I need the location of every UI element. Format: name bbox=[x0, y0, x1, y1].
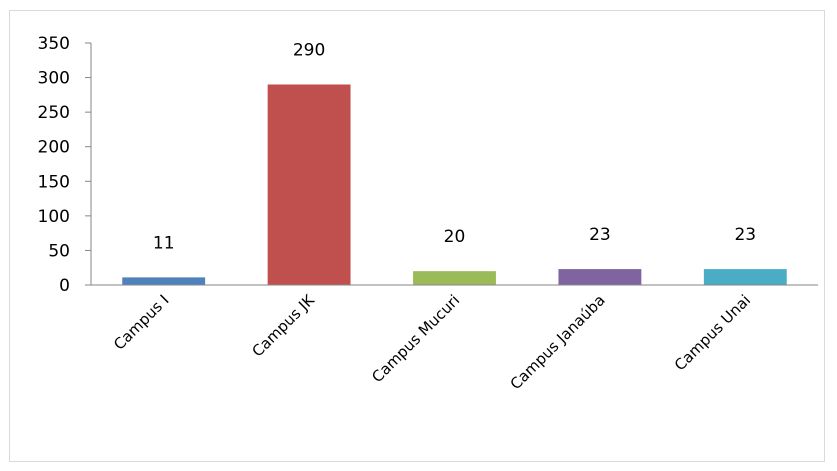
y-tick-label: 100 bbox=[38, 207, 70, 227]
x-axis-labels: Campus I Campus JK Campus Mucuri Campus Jan… bbox=[110, 290, 754, 393]
data-label: 11 bbox=[153, 233, 175, 253]
bar-3 bbox=[558, 269, 642, 285]
chart-frame bbox=[9, 10, 825, 462]
axes bbox=[90, 43, 818, 286]
bar-2 bbox=[413, 271, 496, 285]
data-label: 290 bbox=[293, 40, 325, 60]
y-tick-label: 0 bbox=[59, 276, 70, 296]
x-tick-label: Campus Janaúba bbox=[507, 291, 609, 393]
bar-4 bbox=[703, 269, 787, 285]
y-axis-ticks: 0 50 100 150 200 250 300 350 bbox=[38, 34, 91, 296]
y-tick-label: 200 bbox=[38, 138, 70, 158]
bar-1 bbox=[267, 84, 351, 285]
y-tick-label: 250 bbox=[38, 103, 70, 123]
data-labels: 11 290 20 23 23 bbox=[153, 40, 756, 253]
data-label: 23 bbox=[734, 225, 756, 245]
y-tick-label: 150 bbox=[38, 172, 70, 192]
x-tick-label: Campus I bbox=[110, 291, 172, 353]
x-tick-label: Campus Mucuri bbox=[368, 291, 463, 386]
data-label: 20 bbox=[444, 227, 466, 247]
x-tick-label: Campus JK bbox=[249, 290, 319, 360]
y-tick-label: 50 bbox=[48, 241, 70, 261]
bar-0 bbox=[122, 277, 206, 285]
x-tick-label: Campus Unai bbox=[671, 291, 754, 374]
y-tick-label: 350 bbox=[38, 34, 70, 54]
y-tick-label: 300 bbox=[38, 69, 70, 89]
bars bbox=[122, 84, 787, 285]
data-label: 23 bbox=[589, 225, 611, 245]
